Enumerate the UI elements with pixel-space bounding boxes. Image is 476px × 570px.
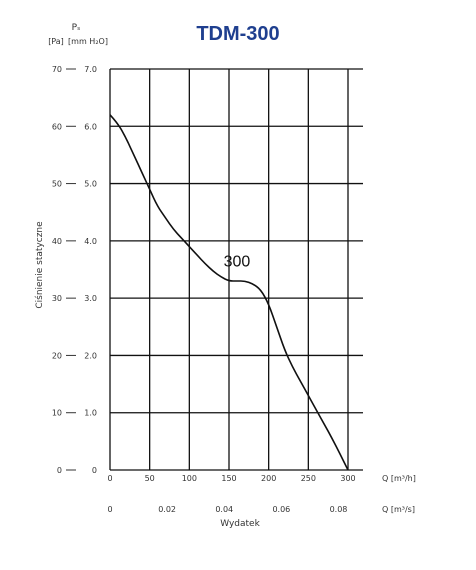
- y-unit-mm: [mm H₂O]: [68, 37, 108, 46]
- y-tick-label-mm: 5.0: [84, 180, 97, 189]
- y-symbol: Pₛ: [72, 23, 81, 33]
- x-axis-label: Wydatek: [220, 519, 260, 529]
- y-tick-label-pa: 0: [57, 466, 62, 475]
- y-unit-pa: [Pa]: [48, 37, 64, 46]
- x-tick-label-m3s: 0.04: [215, 505, 233, 514]
- y-tick-label-pa: 70: [52, 65, 62, 74]
- chart-title: TDM-300: [196, 23, 279, 45]
- x-unit-m3h: Q [m³/h]: [382, 474, 416, 483]
- x-tick-label-m3h: 250: [301, 474, 316, 483]
- y-tick-label-mm: 7.0: [84, 65, 97, 74]
- x-tick-label-m3h: 100: [182, 474, 197, 483]
- x-tick-label-m3h: 300: [340, 474, 355, 483]
- y-tick-label-pa: 30: [52, 294, 62, 303]
- y-tick-label-pa: 60: [52, 122, 62, 131]
- x-tick-label-m3s: 0.06: [272, 505, 290, 514]
- y-tick-label-mm: 0: [92, 466, 97, 475]
- y-ticks: 70 7.0 60 6.0 50 5.0 40 4.0 30 3.0 20 2.0 10 1.0 0 0: [52, 65, 97, 475]
- y-tick-label-pa: 40: [52, 237, 62, 246]
- grid: [109, 68, 363, 471]
- x-tick-label-m3s: 0.02: [158, 505, 176, 514]
- y-tick-label-mm: 4.0: [84, 237, 97, 246]
- series-lines: 300: [109, 114, 349, 471]
- y-tick-label-mm: 1.0: [84, 409, 97, 418]
- x-tick-label-m3h: 50: [145, 474, 155, 483]
- x-tick-label-m3h: 0: [107, 474, 112, 483]
- x-tick-label-m3h: 200: [261, 474, 276, 483]
- x-tick-label-m3s: 0: [107, 505, 112, 514]
- series-line-300: [109, 114, 349, 471]
- y-tick-label-mm: 3.0: [84, 294, 97, 303]
- y-tick-label-pa: 10: [52, 409, 62, 418]
- x-tick-label-m3s: 0.08: [330, 505, 348, 514]
- y-tick-label-mm: 6.0: [84, 122, 97, 131]
- y-tick-label-pa: 20: [52, 351, 62, 360]
- x-unit-m3s: Q [m³/s]: [382, 505, 415, 514]
- x-tick-label-m3h: 150: [221, 474, 236, 483]
- series-label-300: 300: [224, 254, 251, 271]
- y-axis-label: Ciśnienie statyczne: [34, 221, 45, 309]
- y-tick-label-pa: 50: [52, 180, 62, 189]
- x-ticks: 0 50 100 150 200 250 300 0 0.02 0.04 0.06 0.08: [107, 474, 355, 514]
- y-tick-label-mm: 2.0: [84, 351, 97, 360]
